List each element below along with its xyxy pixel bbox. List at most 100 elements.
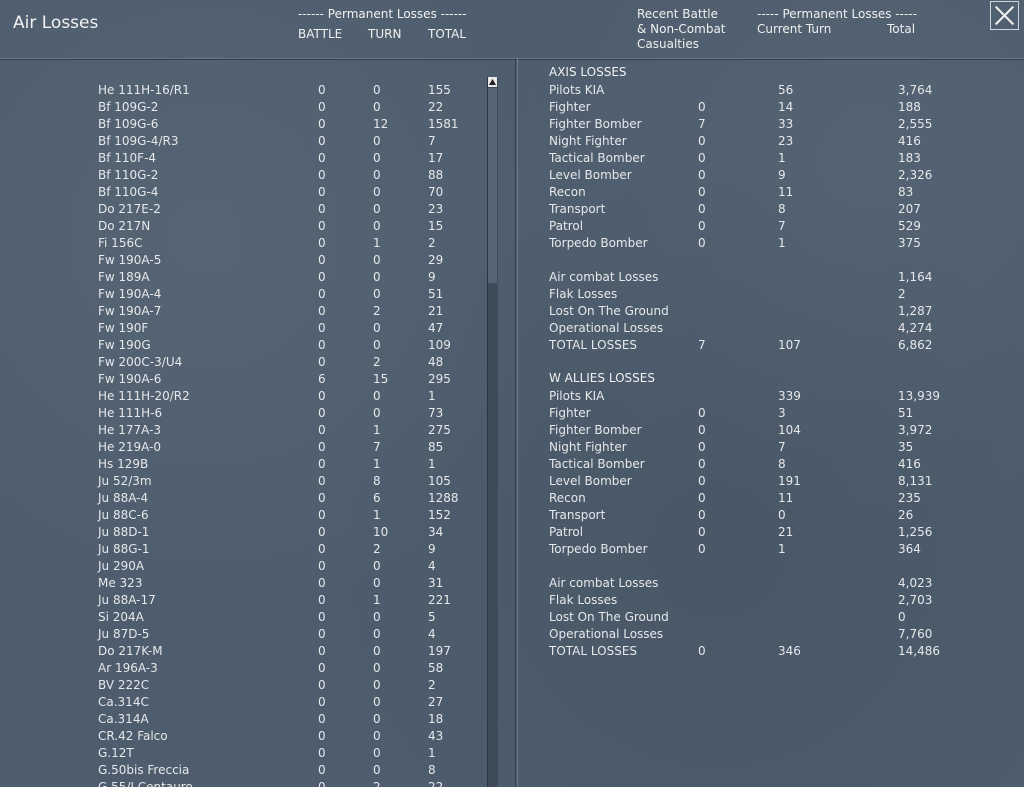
loss-value: 15 [428, 219, 444, 233]
loss-value: 0 [318, 627, 326, 641]
loss-value: 0 [373, 151, 381, 165]
loss-value: 0 [373, 321, 381, 335]
aircraft-name: Ju 88G-1 [98, 542, 150, 556]
loss-value: 0 [318, 729, 326, 743]
recent-header: Recent Battle [637, 7, 718, 21]
loss-value: 0 [318, 678, 326, 692]
loss-value: 4 [428, 559, 436, 573]
loss-value: 8 [778, 202, 786, 216]
loss-value: 0 [318, 440, 326, 454]
aircraft-name: Fi 156C [98, 236, 143, 250]
row-label: Recon [549, 491, 586, 505]
loss-value: 0 [698, 219, 706, 233]
row-label: TOTAL LOSSES [549, 338, 638, 352]
loss-value: 0 [698, 168, 706, 182]
loss-value: 0 [318, 423, 326, 437]
loss-value: 0 [698, 151, 706, 165]
loss-value: 275 [428, 423, 451, 437]
loss-value: 235 [898, 491, 921, 505]
loss-value: 31 [428, 576, 444, 590]
loss-value: 2 [428, 678, 436, 692]
scroll-up[interactable] [488, 77, 497, 87]
loss-value: 0 [318, 746, 326, 760]
loss-value: 0 [373, 253, 381, 267]
loss-value: 0 [373, 168, 381, 182]
scrollbar[interactable] [487, 77, 498, 787]
aircraft-name: Ju 88C-6 [98, 508, 149, 522]
loss-value: 0 [373, 185, 381, 199]
loss-value: 2,703 [898, 593, 933, 607]
loss-value: 0 [318, 661, 326, 675]
loss-value: 0 [698, 423, 706, 437]
loss-value: 0 [373, 746, 381, 760]
loss-value: 0 [698, 406, 706, 420]
row-label: Operational Losses [549, 321, 664, 335]
loss-value: 85 [428, 440, 444, 454]
aircraft-name: Ca.314C [98, 695, 149, 709]
loss-value: 17 [428, 151, 444, 165]
column-header: TURN [368, 27, 402, 41]
loss-value: 4,274 [898, 321, 933, 335]
aircraft-name: Ju 88D-1 [98, 525, 150, 539]
loss-value: 4,023 [898, 576, 933, 590]
loss-value: 0 [318, 491, 326, 505]
aircraft-name: He 111H-6 [98, 406, 163, 420]
aircraft-name: Fw 200C-3/U4 [98, 355, 183, 369]
loss-value: 529 [898, 219, 921, 233]
loss-value: 1,256 [898, 525, 933, 539]
loss-value: 0 [318, 100, 326, 114]
summary-panel: AXIS LOSSES Pilots KIA 56 3,764 Fighter 0 14 18… [517, 59, 1024, 787]
loss-value: 9 [428, 270, 436, 284]
row-label: Fighter Bomber [549, 117, 642, 131]
loss-value: 107 [778, 338, 801, 352]
loss-value: 11 [778, 491, 794, 505]
loss-value: 5 [428, 610, 436, 624]
loss-value: 8 [428, 763, 436, 777]
loss-value: 0 [318, 525, 326, 539]
loss-value: 0 [698, 440, 706, 454]
aircraft-name: He 111H-20/R2 [98, 389, 190, 403]
row-label: Fighter [549, 100, 591, 114]
aircraft-name: Fw 190A-7 [98, 304, 162, 318]
loss-value: 6,862 [898, 338, 933, 352]
loss-value: 1 [778, 236, 786, 250]
loss-value: 2,555 [898, 117, 933, 131]
aircraft-name: He 177A-3 [98, 423, 162, 437]
column-header: Total [887, 22, 916, 36]
right-banner: ----- Permanent Losses ----- [757, 7, 917, 21]
loss-value: 7 [428, 134, 436, 148]
row-label: Flak Losses [549, 593, 618, 607]
loss-value: 375 [898, 236, 921, 250]
aircraft-name: Fw 190A-6 [98, 372, 162, 386]
row-label: Night Fighter [549, 134, 627, 148]
column-header: Current Turn [757, 22, 832, 36]
loss-value: 0 [318, 134, 326, 148]
aircraft-name: Fw 190F [98, 321, 149, 335]
row-label: Torpedo Bomber [549, 236, 648, 250]
loss-value: 1,287 [898, 304, 933, 318]
loss-value: 9 [778, 168, 786, 182]
aircraft-name: Ju 88A-4 [98, 491, 149, 505]
loss-value: 0 [698, 457, 706, 471]
loss-value: 183 [898, 151, 921, 165]
close-button[interactable] [990, 1, 1019, 30]
loss-value: 7 [373, 440, 381, 454]
loss-value: 152 [428, 508, 451, 522]
row-label: Air combat Losses [549, 270, 659, 284]
loss-value: 7 [778, 219, 786, 233]
loss-value: 0 [318, 321, 326, 335]
loss-value: 33 [778, 117, 794, 131]
loss-value: 14,486 [898, 644, 940, 658]
loss-value: 0 [698, 185, 706, 199]
row-label: Tactical Bomber [549, 457, 645, 471]
loss-value: 0 [373, 134, 381, 148]
aircraft-name: Ju 88A-17 [98, 593, 156, 607]
aircraft-name: Fw 190A-4 [98, 287, 162, 301]
row-label: Torpedo Bomber [549, 542, 648, 556]
loss-value: 6 [318, 372, 326, 386]
loss-value: 0 [318, 712, 326, 726]
loss-value: 1 [373, 508, 381, 522]
loss-value: 0 [778, 508, 786, 522]
scroll-thumb[interactable] [488, 88, 497, 283]
